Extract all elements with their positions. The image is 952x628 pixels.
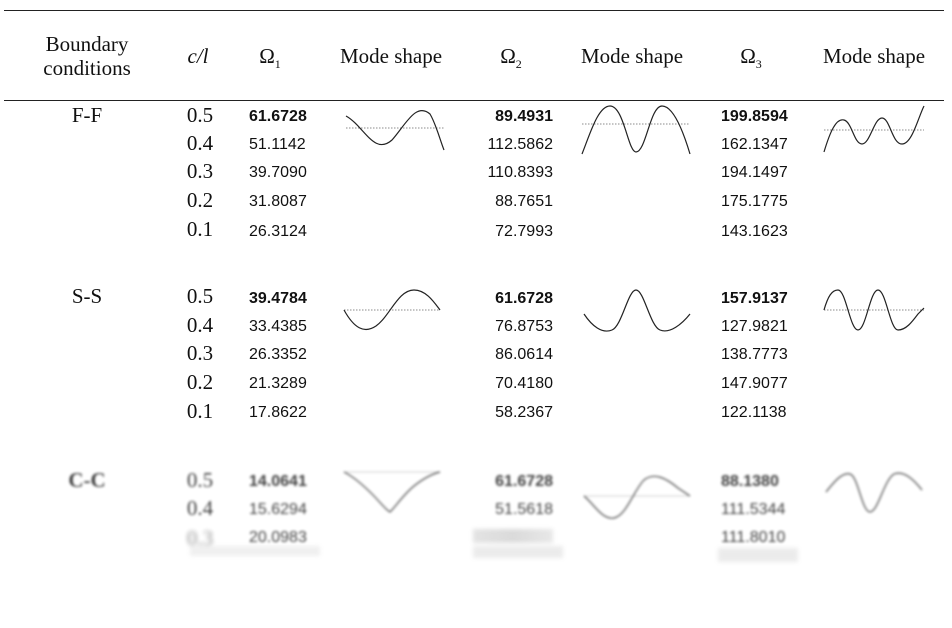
omega2-value: 110.8393 xyxy=(453,164,553,182)
header-mode-shape-3: Mode shape xyxy=(809,44,939,68)
omega1-value: 51.1142 xyxy=(249,136,306,154)
mode-shape-ss-3 xyxy=(822,286,926,336)
omega1-value: 15.6294 xyxy=(249,501,307,519)
bc-label-cc: C-C xyxy=(37,468,137,493)
cl-value: 0.5 xyxy=(170,468,230,493)
omega3-value: 175.1775 xyxy=(721,193,788,211)
omega2-value: 89.4931 xyxy=(453,108,553,126)
omega1-subscript: 1 xyxy=(275,57,281,71)
header-omega3: Ω3 xyxy=(726,44,776,76)
omega3-value: 111.8010 xyxy=(721,529,785,547)
smudge xyxy=(190,546,320,556)
cl-value: 0.4 xyxy=(170,313,230,338)
cl-value: 0.1 xyxy=(170,217,230,242)
omega1-value: 61.6728 xyxy=(249,108,307,126)
omega1-symbol: Ω xyxy=(259,44,275,68)
omega1-value: 26.3352 xyxy=(249,346,307,364)
omega3-value: 162.1347 xyxy=(721,136,788,154)
omega2-value: 61.6728 xyxy=(453,290,553,308)
omega1-value: 21.3289 xyxy=(249,375,307,393)
omega2-value: 112.5862 xyxy=(453,136,553,154)
omega2-value: 58.2367 xyxy=(453,404,553,422)
header-boundary-line2: conditions xyxy=(27,56,147,80)
header-ratio: c/l xyxy=(168,44,228,68)
mode-shape-ss-2 xyxy=(582,286,692,338)
cl-value: 0.4 xyxy=(170,496,230,521)
mode-shape-ss-1 xyxy=(342,286,442,336)
omega2-symbol: Ω xyxy=(500,44,516,68)
omega3-value: 194.1497 xyxy=(721,164,788,182)
omega3-value: 199.8594 xyxy=(721,108,788,126)
omega1-value: 39.4784 xyxy=(249,290,307,308)
omega3-value: 88.1380 xyxy=(721,473,779,491)
cl-value: 0.5 xyxy=(170,103,230,128)
omega1-value: 20.0983 xyxy=(249,529,307,547)
header-rule xyxy=(4,100,944,101)
omega3-value: 127.9821 xyxy=(721,318,788,336)
mode-shape-ff-1 xyxy=(344,104,448,154)
cl-value: 0.1 xyxy=(170,399,230,424)
omega2-value: 70.4180 xyxy=(453,375,553,393)
omega2-value: 76.8753 xyxy=(453,318,553,336)
omega1-value: 17.8622 xyxy=(249,404,307,422)
omega2-value: 72.7993 xyxy=(453,223,553,241)
smudge xyxy=(718,548,798,562)
top-rule xyxy=(4,10,944,11)
omega1-value: 14.0641 xyxy=(249,473,307,491)
cl-value: 0.3 xyxy=(170,159,230,184)
header-mode-shape-1: Mode shape xyxy=(326,44,456,68)
omega2-value: 61.6728 xyxy=(453,473,553,491)
cl-value: 0.4 xyxy=(170,131,230,156)
header-mode-shape-2: Mode shape xyxy=(567,44,697,68)
mode-shape-ff-3 xyxy=(822,104,926,156)
omega3-value: 147.9077 xyxy=(721,375,788,393)
omega3-value: 157.9137 xyxy=(721,290,788,308)
omega2-ghost xyxy=(473,529,553,543)
header-omega2: Ω2 xyxy=(486,44,536,76)
cl-value: 0.5 xyxy=(170,284,230,309)
header-omega1: Ω1 xyxy=(245,44,295,76)
omega3-symbol: Ω xyxy=(740,44,756,68)
omega3-value: 138.7773 xyxy=(721,346,788,364)
omega3-subscript: 3 xyxy=(756,57,762,71)
omega3-value: 143.1623 xyxy=(721,223,788,241)
bc-label-ff: F-F xyxy=(37,103,137,128)
mode-shape-ff-2 xyxy=(580,104,692,156)
cl-value: 0.2 xyxy=(170,188,230,213)
mode-shape-cc-2 xyxy=(582,470,692,522)
omega1-value: 31.8087 xyxy=(249,193,307,211)
omega3-value: 111.5344 xyxy=(721,501,785,519)
mode-shape-cc-1 xyxy=(342,468,442,516)
omega1-value: 26.3124 xyxy=(249,223,307,241)
omega2-subscript: 2 xyxy=(516,57,522,71)
header-boundary-line1: Boundary xyxy=(27,32,147,56)
mode-shape-cc-3 xyxy=(824,468,924,518)
omega3-value: 122.1138 xyxy=(721,404,787,422)
cl-value: 0.3 xyxy=(170,341,230,366)
omega1-value: 33.4385 xyxy=(249,318,307,336)
bc-label-ss: S-S xyxy=(37,284,137,309)
smudge xyxy=(473,546,563,558)
omega1-value: 39.7090 xyxy=(249,164,307,182)
omega2-value: 88.7651 xyxy=(453,193,553,211)
omega2-value: 51.5618 xyxy=(453,501,553,519)
cl-value: 0.2 xyxy=(170,370,230,395)
omega2-value: 86.0614 xyxy=(453,346,553,364)
header-boundary-conditions: Boundary conditions xyxy=(27,32,147,80)
